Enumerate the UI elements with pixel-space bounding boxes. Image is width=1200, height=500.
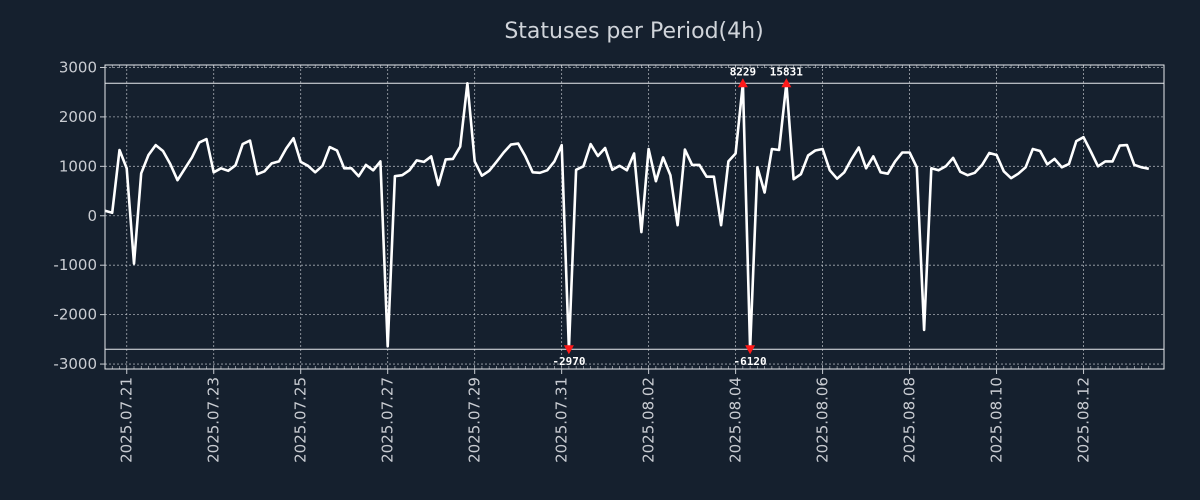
y-tick-label: -2000 xyxy=(53,306,97,324)
x-tick-label: 2025.08.10 xyxy=(988,377,1006,463)
x-tick-label: 2025.08.02 xyxy=(640,377,658,463)
y-tick-label: 1000 xyxy=(59,157,97,175)
annotation-marker-up xyxy=(737,78,748,88)
annotation-label: 15831 xyxy=(770,65,803,78)
x-tick-label: 2025.07.25 xyxy=(292,377,310,463)
x-tick-label: 2025.08.12 xyxy=(1075,377,1093,463)
annotation-marker-up xyxy=(781,78,792,88)
series-line xyxy=(105,82,1150,351)
annotation-label: -6120 xyxy=(734,355,767,368)
y-tick-label: -1000 xyxy=(53,256,97,274)
x-tick-label: 2025.07.21 xyxy=(118,377,136,463)
x-tick-label: 2025.07.23 xyxy=(205,377,223,463)
annotation-marker-down xyxy=(745,345,756,355)
y-tick-label: -3000 xyxy=(53,355,97,373)
x-tick-label: 2025.08.08 xyxy=(901,377,919,463)
plot-frame xyxy=(104,64,1165,370)
x-tick-label: 2025.07.29 xyxy=(466,377,484,463)
x-tick-label: 2025.08.06 xyxy=(814,377,832,463)
y-tick-label: 0 xyxy=(87,207,97,225)
annotation-marker-down xyxy=(563,345,574,355)
annotation-label: -2970 xyxy=(552,355,585,368)
x-tick-label: 2025.08.04 xyxy=(727,377,745,463)
x-tick-label: 2025.07.31 xyxy=(553,377,571,463)
y-tick-label: 2000 xyxy=(59,108,97,126)
y-tick-label: 3000 xyxy=(59,58,97,76)
x-tick-label: 2025.07.27 xyxy=(379,377,397,463)
annotation-label: 8229 xyxy=(730,65,757,78)
chart-title: Statuses per Period(4h) xyxy=(504,19,763,44)
plot-area xyxy=(105,65,1164,369)
